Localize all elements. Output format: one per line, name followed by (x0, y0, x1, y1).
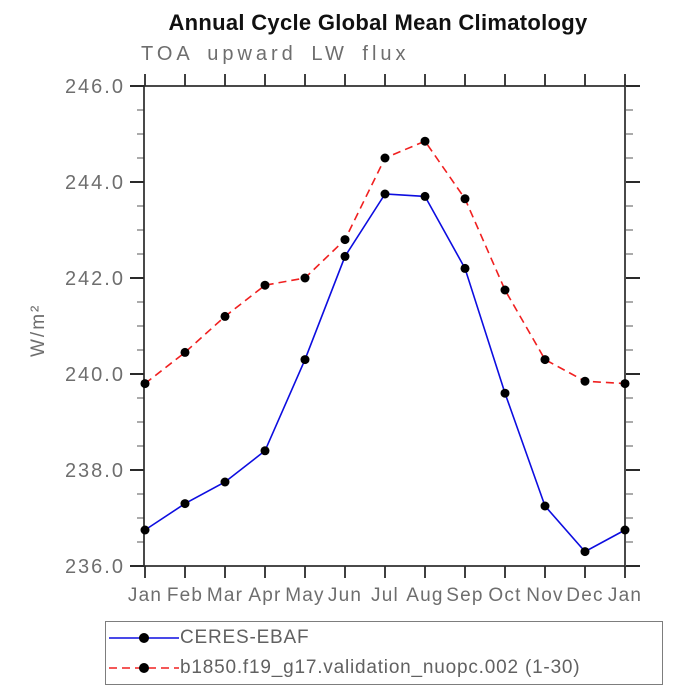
legend: CERES-EBAF b1850.f19_g17.validation_nuop… (105, 621, 663, 685)
data-point-marker-0-4 (300, 355, 310, 365)
data-point-marker-0-3 (260, 446, 270, 456)
plot-frame (143, 85, 626, 567)
legend-row-ceres-ebaf: CERES-EBAF (108, 625, 662, 651)
x-tick-label: Sep (446, 585, 483, 606)
legend-row-b1850: b1850.f19_g17.validation_nuopc.002 (1-30… (108, 655, 662, 681)
data-point-marker-1-7 (420, 136, 430, 146)
data-point-marker-1-12 (620, 379, 630, 389)
data-point-marker-1-1 (180, 347, 190, 357)
legend-line-sample (109, 633, 179, 644)
data-point-marker-0-9 (500, 388, 510, 398)
y-tick-label: 238.0 (65, 460, 125, 482)
y-tick-label: 240.0 (65, 364, 125, 386)
data-point-marker-0-7 (420, 191, 430, 201)
legend-marker-icon (139, 662, 149, 673)
data-point-marker-1-6 (380, 153, 390, 163)
data-point-marker-1-0 (140, 379, 150, 389)
legend-line-sample (109, 662, 179, 673)
data-point-marker-0-1 (180, 499, 190, 509)
data-point-marker-1-11 (580, 376, 590, 386)
y-tick-label: 242.0 (65, 268, 125, 290)
data-point-marker-1-8 (460, 194, 470, 204)
data-point-marker-0-11 (580, 547, 590, 557)
series-line-1 (144, 140, 626, 385)
y-tick-label: 236.0 (65, 556, 125, 578)
data-point-marker-1-2 (220, 311, 230, 321)
legend-marker-icon (139, 633, 149, 644)
data-point-marker-0-0 (140, 525, 150, 535)
chart-title: Annual Cycle Global Mean Climatology (168, 10, 588, 35)
data-point-marker-1-9 (500, 285, 510, 295)
x-tick-label: Dec (566, 585, 603, 606)
x-tick-label: May (285, 585, 325, 606)
x-tick-label: Oct (488, 585, 521, 606)
x-tick-label: Apr (248, 585, 281, 606)
chart-subtitle: TOA upward LW flux (141, 43, 410, 65)
x-tick-label: Aug (406, 585, 443, 606)
x-tick-label: Jan (128, 585, 162, 606)
x-tick-label: Jul (371, 585, 399, 606)
data-point-marker-0-6 (380, 189, 390, 199)
y-tick-label: 246.0 (65, 76, 125, 98)
x-tick-label: Mar (207, 585, 243, 606)
data-point-marker-1-5 (340, 235, 350, 245)
x-tick-label: Jun (328, 585, 362, 606)
x-tick-label: Nov (526, 585, 563, 606)
data-point-marker-0-12 (620, 525, 630, 535)
y-tick-label: 244.0 (65, 172, 125, 194)
x-tick-label: Jan (608, 585, 642, 606)
data-point-marker-0-5 (340, 251, 350, 261)
legend-label: CERES-EBAF (180, 627, 310, 649)
legend-label: b1850.f19_g17.validation_nuopc.002 (1-30… (180, 656, 581, 678)
x-tick-label: Feb (167, 585, 203, 606)
data-point-marker-1-3 (260, 280, 270, 290)
data-point-marker-1-4 (300, 273, 310, 283)
data-point-marker-0-10 (540, 501, 550, 511)
data-point-marker-0-2 (220, 477, 230, 487)
data-point-marker-1-10 (540, 355, 550, 365)
series-line-0 (144, 193, 626, 553)
data-point-marker-0-8 (460, 263, 470, 273)
